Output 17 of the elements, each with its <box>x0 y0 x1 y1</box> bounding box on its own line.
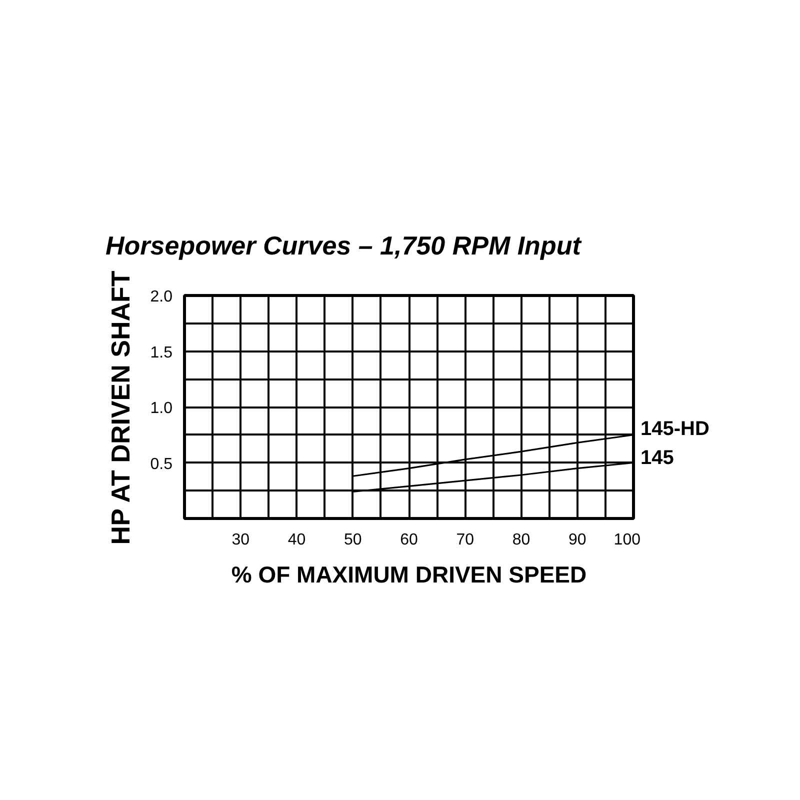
y-tick-label: 1.5 <box>150 344 173 362</box>
x-tick-label: 60 <box>400 532 418 548</box>
x-tick-label: 40 <box>288 532 306 548</box>
chart-title: Horsepower Curves – 1,750 RPM Input <box>106 230 582 260</box>
x-tick-label: 50 <box>344 532 362 548</box>
x-tick-label: 90 <box>568 532 586 548</box>
y-tick-label: 2.0 <box>150 288 173 306</box>
series-label: 145 <box>640 446 674 469</box>
y-tick-label: 1.0 <box>150 400 173 417</box>
y-tick-label: 0.5 <box>150 456 173 473</box>
x-axis-title: % OF MAXIMUM DRIVEN SPEED <box>231 562 587 588</box>
x-tick-label: 100 <box>614 532 641 548</box>
x-tick-label: 30 <box>232 532 250 548</box>
x-tick-label: 80 <box>512 532 530 548</box>
y-axis-title: HP AT DRIVEN SHAFT <box>105 270 136 545</box>
series-label: 145-HD <box>640 418 710 440</box>
x-tick-label: 70 <box>456 532 474 548</box>
